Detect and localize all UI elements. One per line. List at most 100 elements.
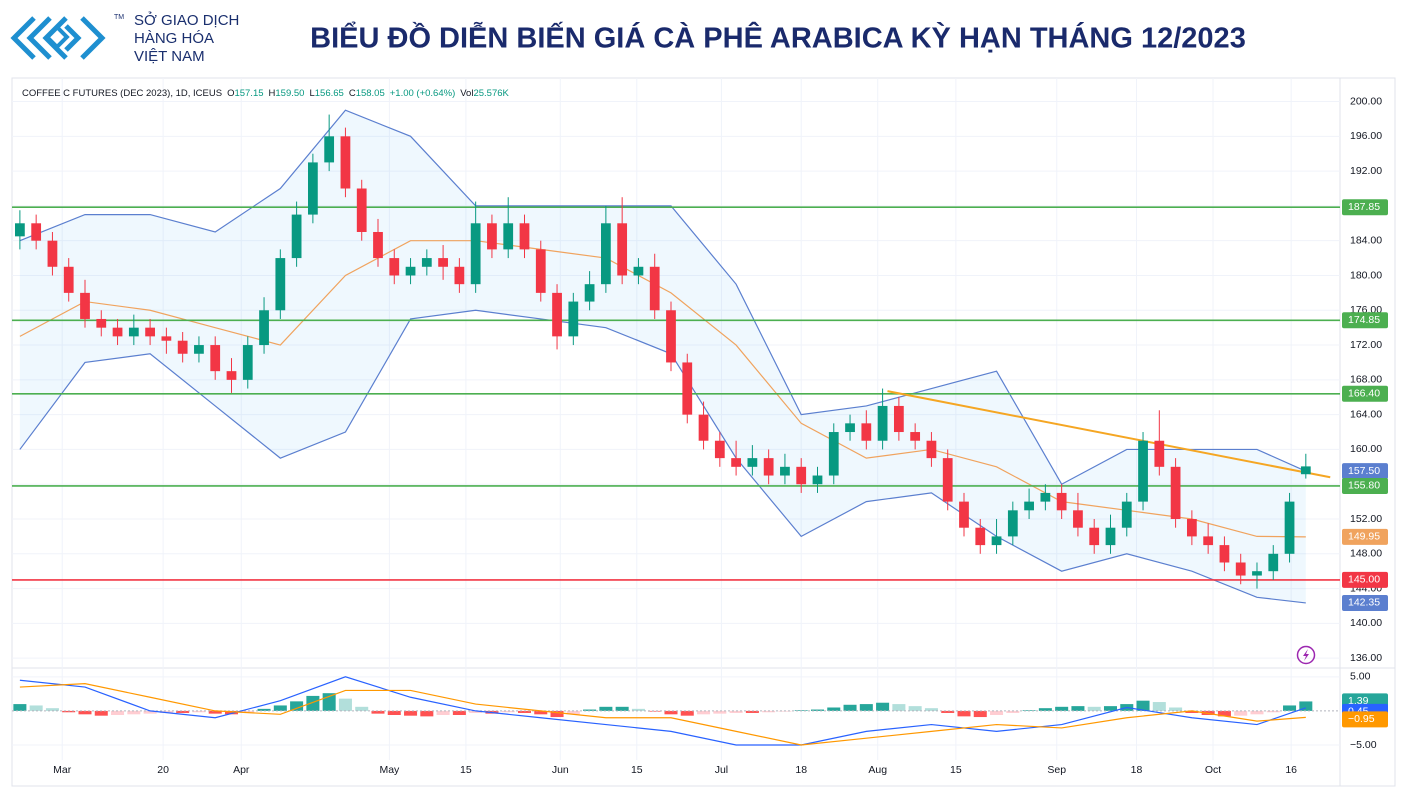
macd-bar [338,698,352,711]
macd-bar [957,710,971,717]
price-tag [1342,711,1388,728]
candle-body [487,223,497,250]
logo-text: HÀNG HÓA [134,30,214,47]
price-tag [1342,463,1388,480]
macd-bar [892,704,906,711]
x-tick-label: 18 [1131,764,1143,776]
legend-item: Vol [460,88,473,99]
candle-body [1203,536,1214,546]
macd-bar [192,710,206,713]
macd-bar [908,706,922,711]
macd-bar [1283,705,1297,711]
price-tag [1342,528,1388,545]
candle-body [942,458,953,502]
macd-bar [1169,707,1183,711]
x-tick-label: 15 [950,764,962,776]
x-tick-label: Aug [868,764,887,776]
macd-bar [1299,701,1313,711]
candle-body [682,362,693,415]
macd-bar [1087,706,1101,711]
macd-bar [941,710,955,713]
candle-body [340,136,351,189]
macd-bar [1152,702,1166,711]
macd-bar [290,701,304,711]
x-tick-label: Sep [1047,764,1066,776]
candle-body [389,258,400,276]
legend-item: +1.00 (+0.64%) [390,88,456,99]
y-tick-label: 152.00 [1350,513,1382,525]
macd-bar [404,710,418,716]
macd-bar [29,705,43,711]
candle-body [275,258,286,311]
macd-bar [973,710,987,718]
candle-body [1121,501,1132,528]
macd-bar [257,708,271,711]
candle-body [421,258,432,267]
macd-bar [615,706,629,711]
macd-bar [599,706,613,711]
candle-body [112,327,123,337]
macd-bar [534,710,548,715]
candle-body [1268,553,1279,572]
candle-body [438,258,448,267]
macd-bar [664,710,678,715]
macd-bar [45,708,59,711]
y-tick-label: 180.00 [1350,269,1382,281]
x-tick-label: 15 [460,764,472,776]
price-tag-label: 155.80 [1348,480,1380,492]
logo-text: SỞ GIAO DỊCH [134,11,239,29]
candle-body [796,466,807,485]
y-tick-label: 192.00 [1350,165,1382,177]
trend-line [887,390,1331,479]
macd-bar [631,708,645,711]
candle-body [31,223,42,241]
candle-body [877,405,888,441]
candle-body [861,423,872,441]
candle-body [959,501,969,528]
macd-bar [159,710,173,713]
candle-body [1040,492,1051,502]
price-tag [1342,312,1388,329]
candle-body [666,310,676,363]
macd-bar [387,710,401,715]
macd-bar [13,704,27,711]
trademark: TM [114,14,124,21]
price-tag-label: 166.40 [1348,388,1380,400]
candle-body [600,223,611,285]
candle-body [145,327,155,337]
macd-bar [762,710,776,713]
macd-bar [469,710,483,713]
logo [10,16,106,60]
signal-line [19,683,1306,746]
candle-body [910,432,921,441]
price-tag-label: 174.85 [1348,314,1380,326]
candle-body [828,432,839,476]
y-tick-label: 148.00 [1350,548,1382,560]
macd-bar [859,704,873,711]
y-tick-label: 196.00 [1350,130,1382,142]
candle-body [1170,466,1181,520]
price-tag-label: 187.85 [1348,201,1380,213]
macd-bar [371,710,385,714]
macd-bar [517,710,532,713]
macd-bar [355,706,369,711]
candle-body [1235,562,1246,576]
price-tag [1342,571,1388,588]
macd-bar [452,710,466,715]
x-tick-label: 16 [1285,764,1297,776]
candle-body [259,310,269,346]
candle-body [470,223,481,285]
legend-item: L [309,88,314,99]
candle-body [356,188,367,232]
macd-bar [566,710,580,715]
candle-body [1300,466,1311,475]
candle-body [47,240,58,267]
replay-icon[interactable] [1296,645,1316,665]
macd-bar [62,710,76,713]
macd-bar [224,710,239,715]
macd-bar [745,710,759,713]
price-tag [1342,477,1388,494]
candle-body [649,266,660,311]
x-tick-label: Oct [1205,764,1221,776]
candle-body [307,162,318,215]
